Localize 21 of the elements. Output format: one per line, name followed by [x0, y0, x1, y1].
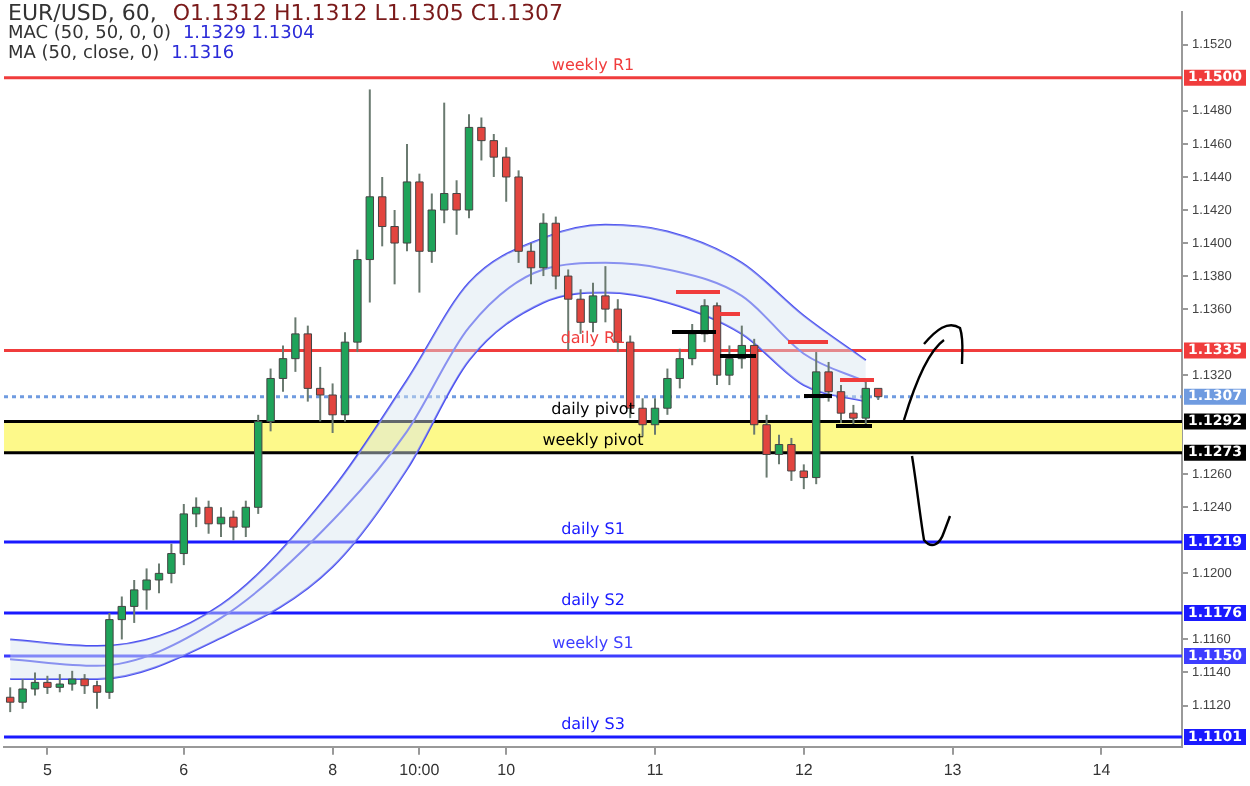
ref-line-label: weekly R1: [551, 56, 635, 75]
x-tick-label: 8: [328, 760, 339, 779]
annotation: MAC (50, 50, 0, 0): [8, 24, 171, 44]
x-tick-label: 6: [179, 760, 190, 779]
ref-line-label: weekly S1: [552, 634, 634, 653]
x-tick-label: 14: [1092, 760, 1112, 779]
x-tick-label: 10:00: [399, 760, 441, 779]
annotation: O1.1312 H1.1312 L1.1305 C1.1307: [172, 0, 564, 26]
chart-title: EUR/USD, 60,: [8, 0, 157, 26]
annotation: MA (50, close, 0): [8, 44, 160, 64]
ref-line-label: daily S3: [561, 715, 625, 734]
ref-line-label: daily S1: [561, 520, 625, 539]
x-tick-label: 11: [646, 760, 665, 779]
x-tick-label: 5: [42, 760, 53, 779]
annotation: 1.1329 1.1304: [182, 24, 315, 44]
x-tick-label: 10: [497, 760, 517, 779]
x-tick-label: 13: [943, 760, 963, 779]
x-tick-label: 12: [794, 760, 814, 779]
ref-line-label: daily S2: [561, 591, 625, 610]
ref-line-label: weekly pivot: [542, 430, 644, 449]
annotation: 1.1316: [171, 44, 235, 64]
